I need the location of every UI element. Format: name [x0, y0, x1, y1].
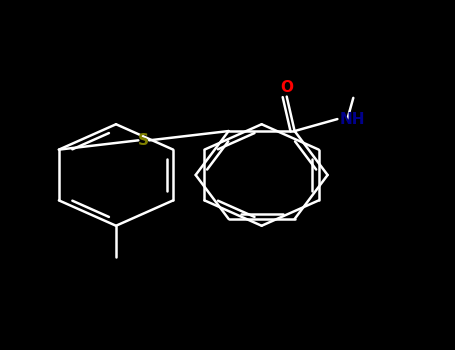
Text: NH: NH: [339, 112, 365, 127]
Text: S: S: [138, 133, 149, 148]
Text: O: O: [280, 80, 293, 95]
